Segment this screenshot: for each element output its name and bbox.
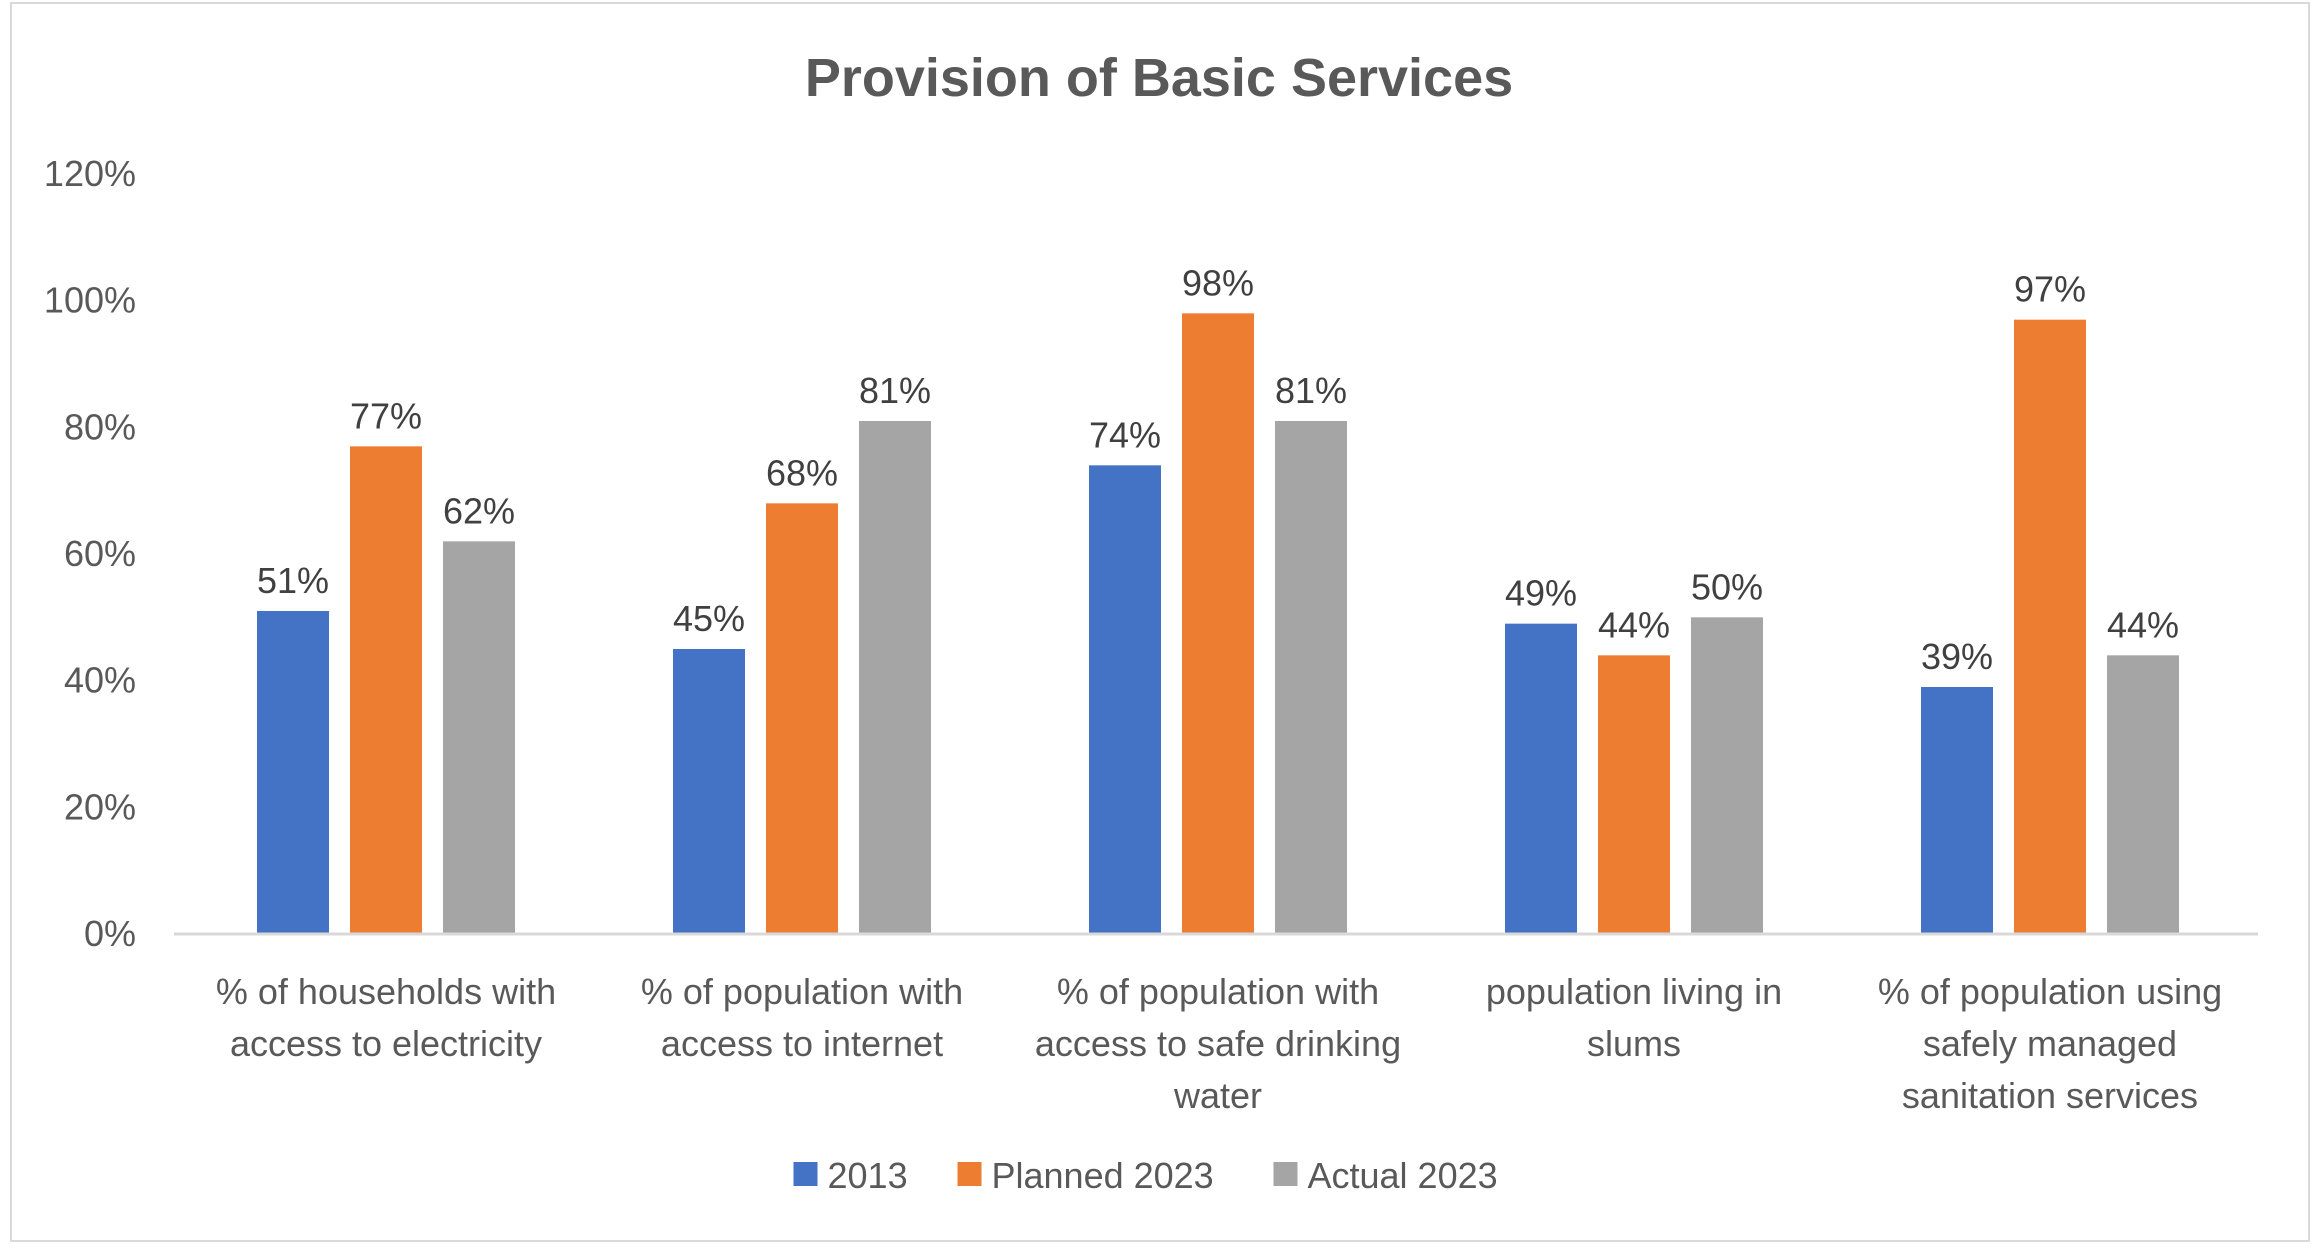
y-tick-label: 80%: [64, 406, 136, 447]
legend-swatch: [957, 1162, 982, 1186]
y-tick-label: 100%: [44, 280, 136, 321]
legend-item: Planned 2023: [957, 1155, 1214, 1196]
bar-actual-2023: [1275, 421, 1347, 934]
data-label: 45%: [673, 598, 745, 639]
y-tick-label: 0%: [84, 913, 136, 954]
x-category-label: % of population using: [1878, 971, 2222, 1012]
data-label: 97%: [2014, 269, 2086, 310]
bar-2013: [673, 649, 745, 934]
y-tick-label: 60%: [64, 533, 136, 574]
legend-label: Actual 2023: [1308, 1155, 1498, 1196]
x-category-label: water: [1173, 1075, 1262, 1116]
data-label: 81%: [859, 370, 931, 411]
x-category-label: population living in: [1486, 971, 1782, 1012]
y-tick-label: 120%: [44, 153, 136, 194]
data-label: 51%: [257, 560, 329, 601]
data-label: 68%: [766, 452, 838, 493]
x-category-label: % of population with: [1057, 971, 1379, 1012]
chart-title: Provision of Basic Services: [805, 48, 1513, 108]
data-label: 44%: [2107, 604, 2179, 645]
data-label: 81%: [1275, 370, 1347, 411]
bar-planned-2023: [1182, 313, 1254, 934]
bar-actual-2023: [859, 421, 931, 934]
data-label: 50%: [1691, 566, 1763, 607]
legend-item: Actual 2023: [1273, 1155, 1498, 1196]
bar-actual-2023: [2107, 655, 2179, 934]
data-label: 44%: [1598, 604, 1670, 645]
data-label: 39%: [1921, 636, 1993, 677]
bar-2013: [257, 611, 329, 934]
bar-2013: [1921, 687, 1993, 934]
x-category-label: sanitation services: [1902, 1075, 2198, 1116]
x-category-label: % of population with: [641, 971, 963, 1012]
x-category-label: access to internet: [661, 1023, 943, 1064]
data-label: 77%: [350, 395, 422, 436]
legend-label: Planned 2023: [992, 1155, 1214, 1196]
legend-swatch: [793, 1162, 818, 1186]
bar-actual-2023: [1691, 617, 1763, 934]
x-category-label: % of households with: [216, 971, 556, 1012]
bar-planned-2023: [766, 503, 838, 934]
bar-2013: [1089, 465, 1161, 934]
data-label: 62%: [443, 490, 515, 531]
x-category-label: safely managed: [1923, 1023, 2177, 1064]
data-label: 49%: [1505, 573, 1577, 614]
bar-planned-2023: [1598, 655, 1670, 934]
y-tick-label: 40%: [64, 660, 136, 701]
x-category-label: access to safe drinking: [1035, 1023, 1401, 1064]
x-category-label: slums: [1587, 1023, 1681, 1064]
legend-label: 2013: [828, 1155, 908, 1196]
y-tick-label: 20%: [64, 786, 136, 827]
bar-planned-2023: [350, 446, 422, 934]
legend: 2013 Planned 2023 Actual 2023: [793, 1155, 1498, 1196]
x-axis: % of households with access to electricit…: [216, 971, 2222, 1116]
legend-item: 2013: [793, 1155, 908, 1196]
bar-planned-2023: [2014, 319, 2086, 935]
bar-2013: [1505, 623, 1577, 934]
y-axis: 0% 20% 40% 60% 80% 100% 120%: [44, 153, 136, 954]
bar-actual-2023: [443, 541, 515, 934]
data-label: 98%: [1182, 262, 1254, 303]
legend-swatch: [1273, 1162, 1298, 1186]
bars: [257, 313, 2179, 935]
data-label: 74%: [1089, 414, 1161, 455]
data-labels: 51% 77% 62% 45% 68% 81% 74% 98% 81% 49% 44% 50% 39% 9…: [257, 262, 2179, 677]
x-category-label: access to electricity: [230, 1023, 542, 1064]
